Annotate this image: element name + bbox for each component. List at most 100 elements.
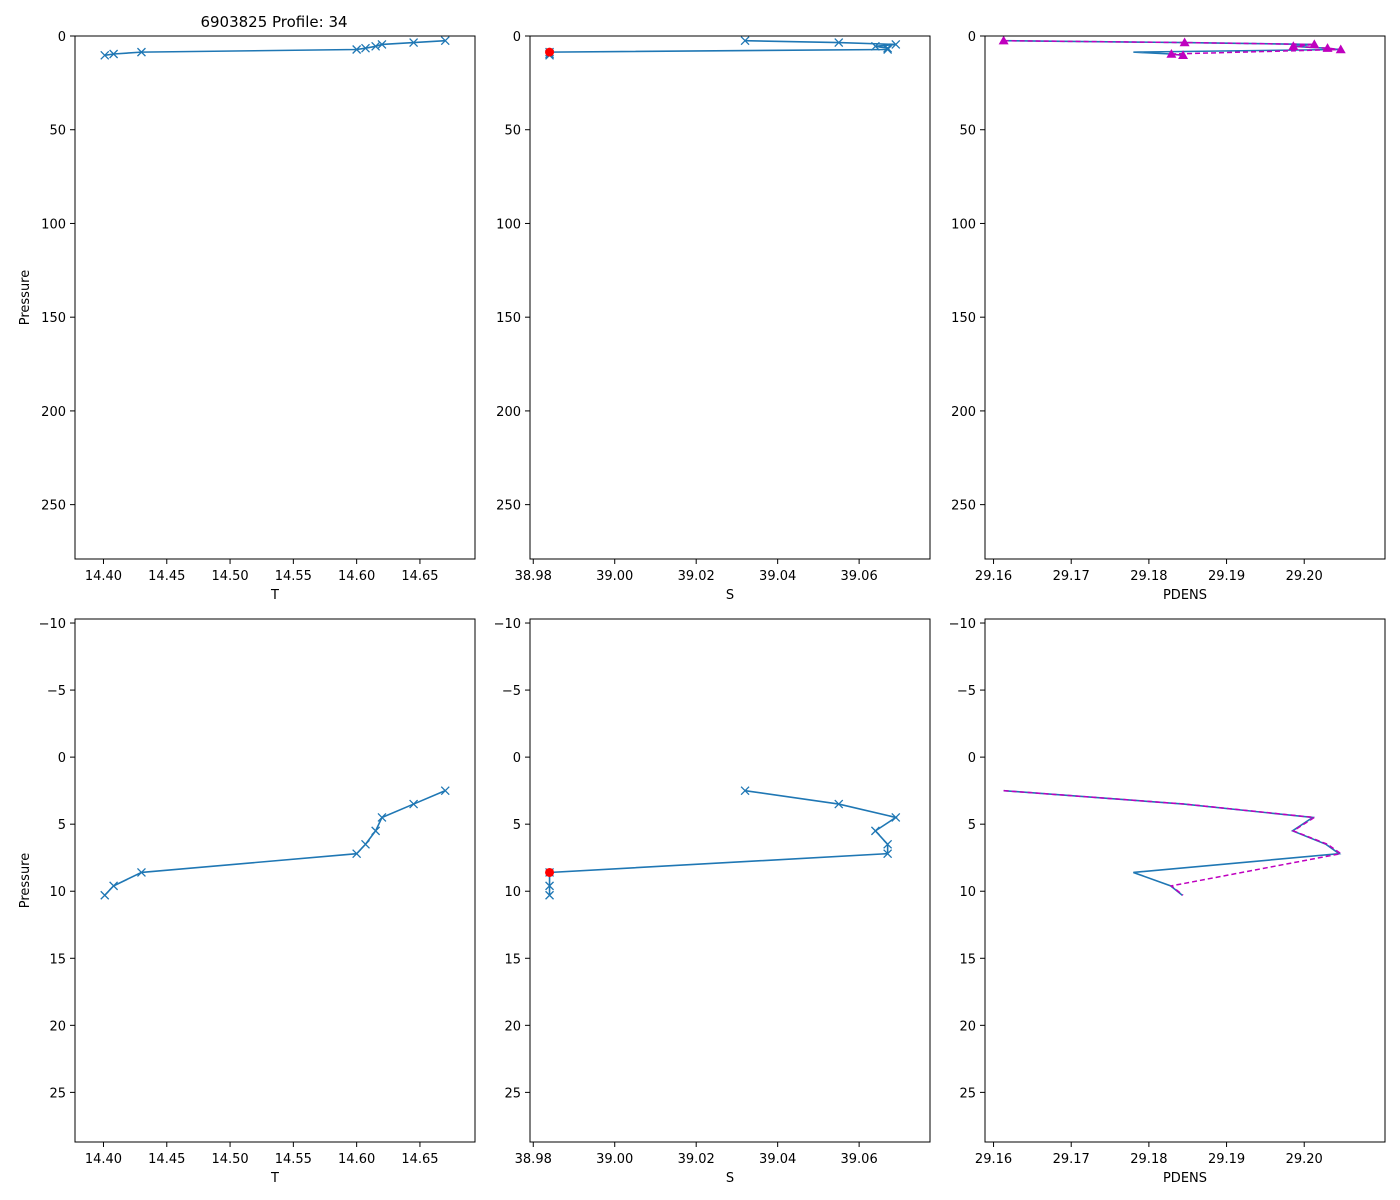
y-tick-label: 250 xyxy=(496,499,521,514)
y-tick-label: 150 xyxy=(496,311,521,326)
x-tick-label: 39.00 xyxy=(596,569,633,584)
x-axis-label: T xyxy=(270,588,279,603)
series-line-s xyxy=(548,789,898,896)
data-point-t xyxy=(371,826,381,836)
y-tick-label: 10 xyxy=(959,885,976,900)
data-point-t xyxy=(361,43,370,53)
y-tick-label: 50 xyxy=(49,124,66,139)
y-tick-label: −10 xyxy=(39,617,66,632)
y-tick-label: 25 xyxy=(49,1086,66,1101)
y-tick-label: 10 xyxy=(504,885,521,900)
y-tick-label: 100 xyxy=(41,217,66,232)
y-tick-label: 20 xyxy=(959,1019,976,1034)
y-tick-label: 50 xyxy=(504,124,521,139)
y-axis-label: Pressure xyxy=(18,853,33,909)
data-point-t xyxy=(352,45,362,54)
y-tick-label: 5 xyxy=(58,818,66,833)
y-tick-label: 0 xyxy=(58,751,66,766)
y-tick-label: 150 xyxy=(951,311,976,326)
data-point-t xyxy=(377,813,387,822)
x-axis-label: PDENS xyxy=(1163,588,1207,603)
y-tick-label: 250 xyxy=(951,499,976,514)
data-point-t xyxy=(377,39,387,49)
y-tick-label: 150 xyxy=(41,311,66,326)
x-axis-label: T xyxy=(270,1171,279,1186)
data-point-t xyxy=(136,47,146,57)
axes-frame xyxy=(984,35,1386,560)
axes-frame xyxy=(529,618,931,1143)
data-point-s xyxy=(883,45,893,54)
x-tick-label: 29.20 xyxy=(1286,569,1323,584)
data-point-s xyxy=(870,41,880,51)
x-tick-label: 39.06 xyxy=(841,569,878,584)
plot-area-top-T xyxy=(100,36,450,60)
y-tick-label: 250 xyxy=(41,499,66,514)
data-point-t xyxy=(361,839,370,849)
flagged-point xyxy=(545,47,555,57)
y-tick-label: 100 xyxy=(951,217,976,232)
density-marker xyxy=(1335,44,1346,54)
y-tick-label: 25 xyxy=(959,1086,976,1101)
density-marker xyxy=(1178,50,1189,60)
x-tick-label: 29.16 xyxy=(975,1152,1012,1167)
x-axis-label: S xyxy=(726,588,734,603)
x-tick-label: 39.02 xyxy=(678,569,715,584)
plot-area-bottom-T xyxy=(100,786,450,900)
x-axis-label: S xyxy=(726,1171,734,1186)
x-tick-label: 14.50 xyxy=(211,569,248,584)
density-marker xyxy=(1288,41,1299,51)
y-tick-label: 5 xyxy=(513,818,521,833)
series-line-s xyxy=(548,39,896,56)
x-tick-label: 14.60 xyxy=(338,1152,375,1167)
y-tick-label: 5 xyxy=(968,818,976,833)
y-tick-label: 200 xyxy=(496,405,521,420)
x-tick-label: 39.00 xyxy=(596,1152,633,1167)
series-line-t xyxy=(104,789,446,896)
y-tick-label: 0 xyxy=(513,751,521,766)
y-tick-label: 15 xyxy=(959,952,976,967)
x-tick-label: 14.60 xyxy=(338,569,375,584)
density-marker xyxy=(1322,43,1333,52)
y-tick-label: −5 xyxy=(47,684,66,699)
data-point-t xyxy=(440,36,450,46)
x-tick-label: 39.04 xyxy=(759,1152,796,1167)
x-tick-label: 29.19 xyxy=(1208,569,1245,584)
x-tick-label: 14.40 xyxy=(85,569,122,584)
data-point-s xyxy=(545,890,555,900)
data-point-t xyxy=(136,867,146,877)
panel-top-PDENS: 29.16 29.17 29.18 29.19 29.20 0 50 100 150 200 250… xyxy=(951,30,1386,603)
plot-area-bottom-S xyxy=(545,786,901,900)
axes-frame xyxy=(74,618,476,1143)
x-tick-label: 29.17 xyxy=(1053,1152,1090,1167)
data-point-t xyxy=(352,849,362,859)
x-tick-label: 38.98 xyxy=(515,569,552,584)
x-tick-label: 29.18 xyxy=(1130,1152,1167,1167)
y-tick-label: 100 xyxy=(496,217,521,232)
y-tick-label: 0 xyxy=(968,751,976,766)
x-tick-label: 14.65 xyxy=(401,1152,438,1167)
data-point-t xyxy=(109,881,119,891)
density-marker xyxy=(1166,48,1177,58)
y-tick-label: 0 xyxy=(513,30,521,45)
data-point-t xyxy=(100,50,110,60)
density-marker xyxy=(1179,37,1190,47)
y-tick-label: 200 xyxy=(951,405,976,420)
x-tick-label: 29.18 xyxy=(1130,569,1167,584)
data-point-s xyxy=(834,38,844,48)
data-point-s xyxy=(545,881,555,891)
y-tick-label: 25 xyxy=(504,1086,521,1101)
axes-frame xyxy=(529,35,931,560)
y-tick-label: −10 xyxy=(494,617,521,632)
y-tick-label: −5 xyxy=(957,684,976,699)
y-tick-label: −10 xyxy=(949,617,976,632)
data-point-s xyxy=(740,786,750,796)
figure-title: 6903825 Profile: 34 xyxy=(200,13,347,31)
panels: 14.40 14.45 14.50 14.55 14.60 14.650501001502… xyxy=(18,30,1386,1186)
x-tick-label: 39.02 xyxy=(678,1152,715,1167)
x-tick-label: 14.40 xyxy=(85,1152,122,1167)
data-point-s xyxy=(834,799,844,809)
data-point-s xyxy=(891,39,901,49)
axes-frame xyxy=(984,618,1386,1143)
data-point-s xyxy=(891,813,901,822)
data-point-t xyxy=(371,41,381,51)
